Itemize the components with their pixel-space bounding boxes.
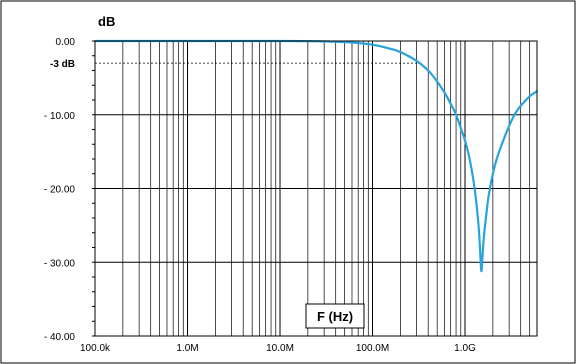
y-tick-label: 0.00	[56, 37, 76, 48]
y-tick-label: - 40.00	[44, 332, 76, 343]
x-tick-label: 1.0G	[454, 343, 476, 354]
series-point	[351, 41, 353, 44]
series-point	[485, 213, 488, 216]
series-point	[508, 124, 511, 127]
series-point	[474, 194, 477, 197]
series-point	[477, 224, 480, 227]
x-tick-label: 10.0M	[266, 343, 294, 354]
x-tick-label: 100.0M	[356, 343, 389, 354]
series-line	[94, 39, 538, 273]
series-point	[487, 194, 490, 197]
y-tick-label: - 30.00	[44, 258, 76, 269]
series-point	[443, 91, 446, 94]
x-axis-label: F (Hz)	[317, 309, 353, 324]
y-tick-label: - 10.00	[44, 111, 76, 122]
series-point	[481, 253, 484, 256]
series-point	[471, 172, 474, 175]
series-point	[482, 235, 485, 238]
x-axis-label-box	[305, 303, 365, 329]
series-point	[467, 154, 470, 157]
series-point	[479, 246, 481, 249]
series-point	[519, 105, 522, 107]
series-point	[399, 51, 402, 53]
series-point	[495, 158, 498, 160]
x-tick-label: 1.0M	[176, 343, 198, 354]
series-point	[427, 69, 430, 72]
series-point	[480, 270, 483, 272]
series-point	[455, 113, 457, 116]
series-point	[387, 47, 390, 50]
series-point	[415, 60, 418, 62]
series-point	[371, 43, 374, 46]
series-point	[464, 139, 466, 142]
series-point	[459, 127, 462, 129]
series-point	[436, 80, 439, 83]
reference-line-label: -3 dB	[50, 59, 75, 70]
series-point	[491, 172, 494, 175]
series-point	[528, 95, 531, 98]
x-tick-label: 100.0k	[80, 343, 111, 354]
series-point	[449, 102, 452, 105]
tick-layer: 0.00 - 10.00 - 20.00 - 30.00 - 40.00 100.0k 1.…	[44, 37, 476, 354]
x-axis-label-group: F (Hz)	[305, 303, 365, 329]
series-point	[514, 112, 517, 115]
y-axis-label: dB	[98, 14, 115, 29]
y-tick-label: - 20.00	[44, 185, 76, 196]
series-point	[500, 143, 503, 146]
